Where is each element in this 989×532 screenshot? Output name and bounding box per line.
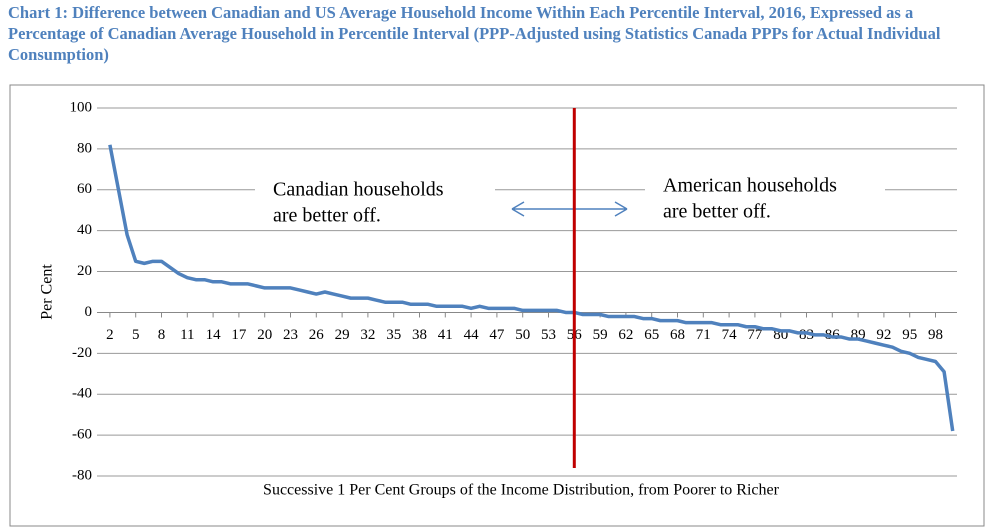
x-tick-label: 29 xyxy=(335,327,350,343)
y-axis-title: Per Cent xyxy=(39,264,56,320)
y-tick-label: 0 xyxy=(85,304,93,320)
y-tick-label: 60 xyxy=(77,181,92,197)
data-line xyxy=(108,144,955,432)
x-tick-label: 32 xyxy=(360,327,375,343)
y-tick-label: 80 xyxy=(77,140,92,156)
annotation: are better off. xyxy=(273,205,381,227)
x-tick-label: 11 xyxy=(180,327,194,343)
annotation: are better off. xyxy=(663,201,771,223)
y-tick-label: -80 xyxy=(72,467,92,483)
x-tick-label: 2 xyxy=(106,327,114,343)
x-tick-label: 23 xyxy=(283,327,298,343)
x-tick-label: 59 xyxy=(593,327,608,343)
annotation: Canadian households xyxy=(273,179,444,201)
x-tick-label: 65 xyxy=(644,327,659,343)
x-tick-label: 17 xyxy=(231,327,247,343)
x-tick-label: 8 xyxy=(158,327,166,343)
x-axis-title: Successive 1 Per Cent Groups of the Inco… xyxy=(263,482,780,499)
x-tick-label: 38 xyxy=(412,327,427,343)
chart-title: Chart 1: Difference between Canadian and… xyxy=(8,3,941,64)
x-tick-label: 71 xyxy=(696,327,711,343)
x-tick-label: 14 xyxy=(206,327,222,343)
y-tick-label: -60 xyxy=(72,427,92,443)
annotation-bg xyxy=(255,161,495,225)
x-tick-label: 47 xyxy=(489,327,505,343)
x-tick-label: 74 xyxy=(722,327,738,343)
x-tick-label: 50 xyxy=(515,327,530,343)
x-tick-label: 68 xyxy=(670,327,685,343)
x-tick-label: 53 xyxy=(541,327,556,343)
x-tick-label: 83 xyxy=(799,327,814,343)
x-tick-label: 26 xyxy=(309,327,325,343)
y-tick-label: -20 xyxy=(72,345,92,361)
y-tick-label: 100 xyxy=(70,99,93,115)
x-tick-label: 35 xyxy=(386,327,401,343)
annotation: American households xyxy=(663,175,837,197)
chart-frame xyxy=(9,84,985,527)
x-tick-label: 20 xyxy=(257,327,272,343)
x-tick-label: 44 xyxy=(464,327,480,343)
x-tick-label: 62 xyxy=(618,327,633,343)
y-tick-label: -40 xyxy=(72,386,92,402)
y-tick-label: 40 xyxy=(77,222,92,238)
annotation-bg xyxy=(645,157,885,221)
arrow xyxy=(511,201,628,217)
x-tick-label: 95 xyxy=(902,327,917,343)
x-tick-label: 92 xyxy=(876,327,891,343)
x-tick-label: 5 xyxy=(132,327,140,343)
x-tick-label: 86 xyxy=(825,327,841,343)
x-tick-label: 98 xyxy=(928,327,943,343)
y-tick-label: 20 xyxy=(77,263,92,279)
x-tick-label: 77 xyxy=(747,327,763,343)
x-tick-label: 41 xyxy=(438,327,453,343)
